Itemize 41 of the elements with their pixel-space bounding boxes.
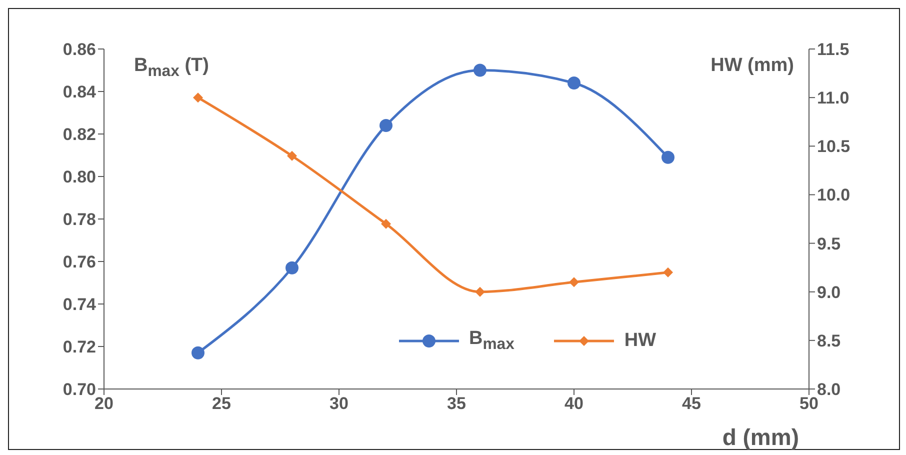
y2-tick-label: 11.5 [817,40,850,60]
x-tick-label: 35 [447,394,466,414]
y2-tick-label: 10.5 [817,137,850,156]
y2-tick-label: 8.5 [817,331,841,350]
y-tick-label: 0.84 [62,82,97,102]
point [569,277,579,288]
point [663,267,673,278]
y2-tick-label: 10.0 [817,186,850,205]
point [474,64,486,77]
x-axis-title: d (mm) [722,424,799,450]
x-tick-label: 20 [94,394,114,414]
point [380,119,392,132]
legend-label: HW [624,330,656,352]
y2-tick-label: 9.0 [817,282,841,302]
x-tick-label: 45 [682,394,701,414]
y-tick-label: 0.82 [62,125,96,144]
y2-tick-label: 8.0 [817,380,841,400]
point [287,150,297,161]
y2-axis-title: HW (mm) [710,55,794,76]
point [475,286,485,297]
y-tick-label: 0.86 [62,40,96,60]
legend-label: B$_{max}$ [469,328,514,354]
x-tick-label: 50 [800,394,818,414]
point [662,150,674,164]
x-tick-label: 40 [564,394,584,414]
y2-tick-label: 9.5 [817,234,841,254]
point [381,218,391,229]
point [193,92,203,103]
y2-tick-label: 11.0 [817,88,850,108]
point [568,76,580,90]
y-axis-title: B$_{max}$ (T) [134,55,209,80]
y-tick-label: 0.78 [62,210,96,230]
y-tick-label: 0.76 [62,252,96,272]
y-tick-label: 0.72 [62,338,96,357]
point [192,346,204,360]
x-tick-label: 30 [330,394,348,414]
point [286,261,298,274]
y-tick-label: 0.74 [62,295,97,314]
y-tick-label: 0.70 [62,380,96,400]
x-tick-label: 25 [212,394,231,414]
y-tick-label: 0.80 [62,168,96,187]
